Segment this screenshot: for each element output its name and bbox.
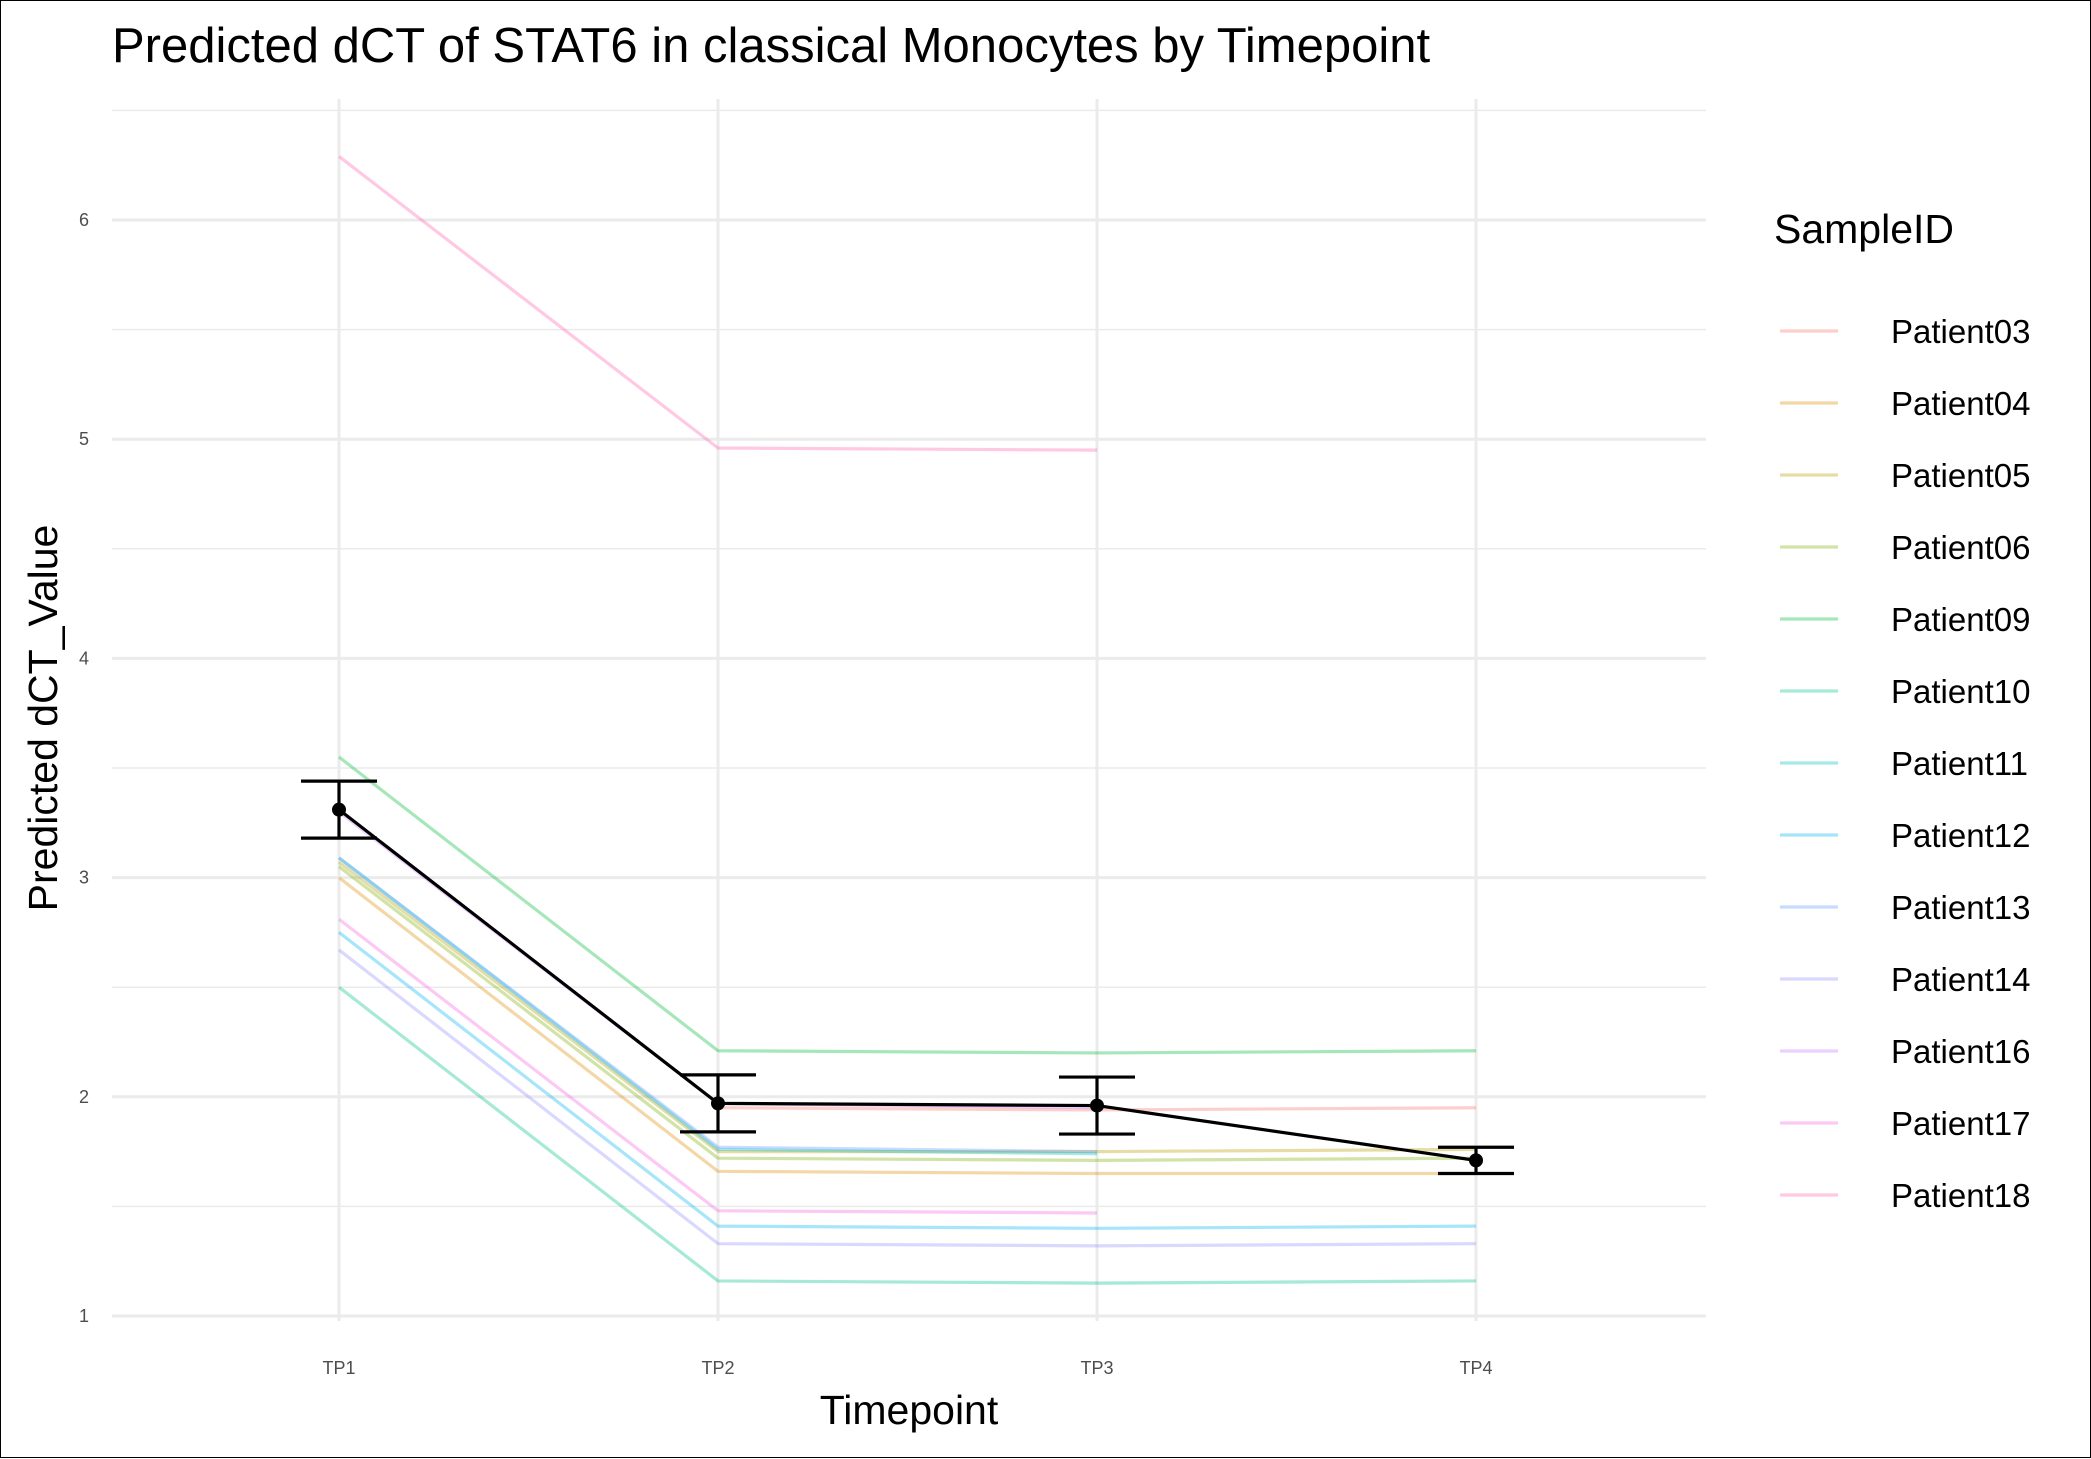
legend-item-patient06: Patient06 — [1780, 529, 2030, 566]
y-axis-title: Predicted dCT_Value — [20, 525, 66, 912]
series-lines — [338, 155, 1477, 1285]
y-tick-label: 6 — [79, 210, 89, 230]
series-line-patient05 — [338, 860, 1477, 1154]
legend-label: Patient04 — [1891, 385, 2030, 422]
legend-item-patient14: Patient14 — [1780, 961, 2030, 998]
series-line-patient14 — [338, 948, 1477, 1248]
y-tick-label: 3 — [79, 868, 89, 888]
legend: SampleID Patient03 Patient04 Patient05 Pati… — [1774, 206, 2030, 1214]
x-axis-title: Timepoint — [820, 1387, 999, 1433]
legend-label: Patient03 — [1891, 313, 2030, 350]
legend-label: Patient13 — [1891, 889, 2030, 926]
legend-item-patient18: Patient18 — [1780, 1177, 2030, 1214]
y-tick-label: 4 — [79, 648, 89, 668]
legend-label: Patient11 — [1891, 745, 2028, 782]
legend-item-patient03: Patient03 — [1780, 313, 2030, 350]
mean-point — [711, 1096, 725, 1111]
legend-item-patient13: Patient13 — [1780, 889, 2030, 926]
series-line-patient09 — [338, 755, 1477, 1055]
legend-label: Patient17 — [1891, 1105, 2030, 1142]
mean-line-with-error-bars — [301, 779, 1514, 1176]
legend-label: Patient06 — [1891, 529, 2030, 566]
legend-item-patient12: Patient12 — [1780, 817, 2030, 854]
series-line-patient04 — [338, 876, 1476, 1176]
y-tick-label: 2 — [79, 1087, 89, 1107]
legend-title: SampleID — [1774, 206, 1954, 252]
series-line-patient12 — [338, 931, 1477, 1230]
legend-label: Patient10 — [1891, 673, 2030, 710]
x-tick-label: TP1 — [322, 1358, 355, 1378]
grid-lines — [112, 99, 1706, 1321]
legend-item-patient11: Patient11 — [1780, 745, 2028, 782]
mean-line — [338, 808, 1477, 1162]
legend-label: Patient12 — [1891, 817, 2030, 854]
legend-label: Patient09 — [1891, 601, 2030, 638]
legend-label: Patient05 — [1891, 457, 2030, 494]
legend-label: Patient14 — [1891, 961, 2030, 998]
legend-item-patient09: Patient09 — [1780, 601, 2030, 638]
legend-item-patient10: Patient10 — [1780, 673, 2030, 710]
series-line-patient17 — [338, 917, 1098, 1215]
series-line-patient13 — [338, 856, 1098, 1154]
legend-item-patient16: Patient16 — [1780, 1033, 2030, 1070]
series-line-patient11 — [338, 856, 1098, 1156]
x-tick-label: TP2 — [701, 1358, 734, 1378]
legend-item-patient04: Patient04 — [1780, 385, 2030, 422]
series-line-patient10 — [338, 985, 1477, 1285]
mean-point — [332, 802, 346, 817]
axis-ticks: 1 2 3 4 5 6 TP1 TP2 TP3 TP4 — [79, 210, 1493, 1378]
series-line-patient18 — [338, 155, 1098, 452]
mean-point — [1090, 1098, 1104, 1113]
x-tick-label: TP4 — [1459, 1358, 1492, 1378]
x-tick-label: TP3 — [1080, 1358, 1113, 1378]
legend-label: Patient16 — [1891, 1033, 2030, 1070]
mean-point — [1469, 1153, 1483, 1168]
series-line-patient06 — [338, 865, 1477, 1162]
y-tick-label: 1 — [79, 1306, 89, 1326]
chart-title: Predicted dCT of STAT6 in classical Mono… — [112, 19, 1430, 73]
legend-item-patient05: Patient05 — [1780, 457, 2030, 494]
y-tick-label: 5 — [79, 429, 89, 449]
legend-label: Patient18 — [1891, 1177, 2030, 1214]
legend-item-patient17: Patient17 — [1780, 1105, 2030, 1142]
